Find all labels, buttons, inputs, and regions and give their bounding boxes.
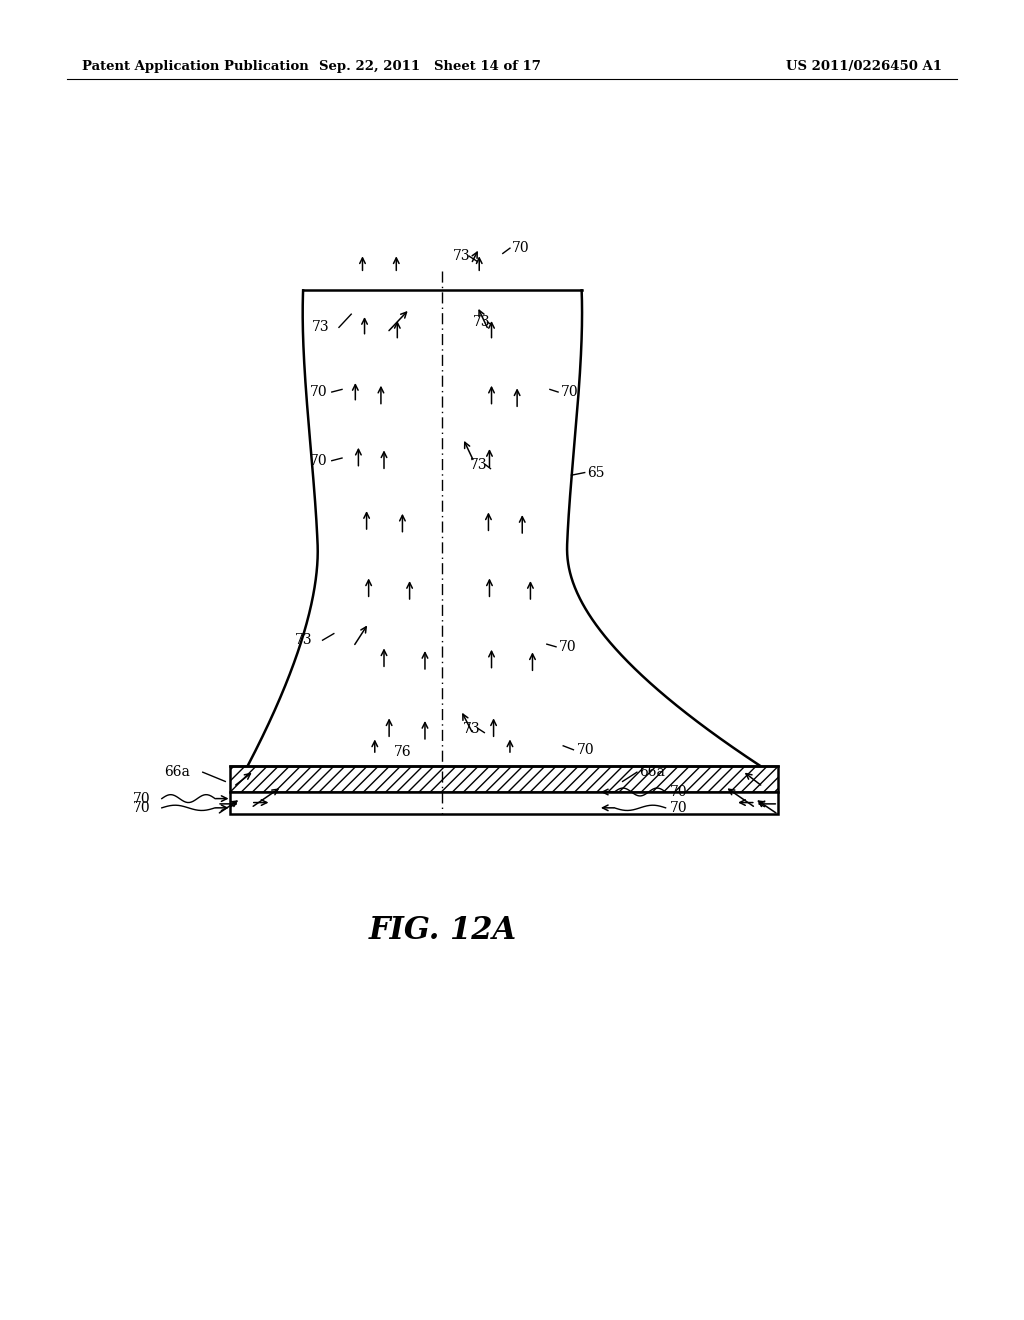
Text: 70: 70: [561, 385, 579, 399]
Text: 70: 70: [670, 801, 687, 814]
Text: 70: 70: [670, 785, 687, 799]
Bar: [230, 792, 778, 814]
Text: 65: 65: [587, 466, 604, 479]
Text: 66a: 66a: [164, 766, 189, 779]
Text: 70: 70: [133, 792, 151, 805]
Text: 70: 70: [133, 801, 151, 814]
Text: 73: 73: [470, 458, 487, 471]
Text: 70: 70: [559, 640, 577, 653]
Text: 73: 73: [473, 315, 490, 329]
Text: 70: 70: [310, 385, 328, 399]
Text: US 2011/0226450 A1: US 2011/0226450 A1: [786, 59, 942, 73]
Text: 73: 73: [295, 634, 312, 647]
Text: 73: 73: [463, 722, 480, 735]
Text: 70: 70: [577, 743, 594, 756]
Text: FIG. 12A: FIG. 12A: [369, 915, 516, 946]
Text: 73: 73: [312, 321, 330, 334]
Bar: [230, 766, 778, 792]
Text: 70: 70: [512, 242, 529, 255]
Text: 73: 73: [453, 249, 470, 263]
Text: Sep. 22, 2011   Sheet 14 of 17: Sep. 22, 2011 Sheet 14 of 17: [319, 59, 541, 73]
Text: Patent Application Publication: Patent Application Publication: [82, 59, 308, 73]
Text: 76: 76: [393, 746, 412, 759]
Text: 66a: 66a: [639, 766, 665, 779]
Text: 70: 70: [310, 454, 328, 467]
